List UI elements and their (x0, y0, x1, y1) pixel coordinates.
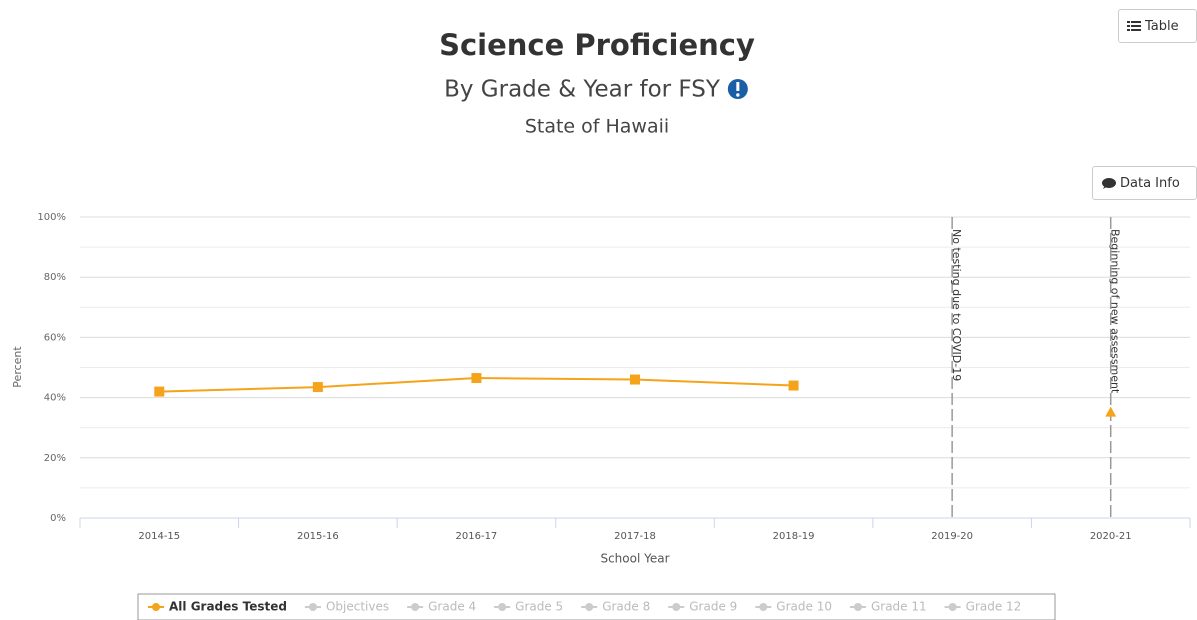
legend-symbol (152, 603, 160, 611)
legend-label: Grade 4 (428, 600, 476, 614)
legend-symbol (759, 603, 768, 611)
legend-label: Grade 12 (966, 600, 1022, 614)
x-tick-label: 2018-19 (773, 531, 815, 542)
legend-item[interactable]: Objectives (304, 600, 389, 614)
y-tick-label: 20% (44, 453, 66, 464)
legend-label: Grade 8 (602, 600, 650, 614)
y-tick-label: 40% (44, 393, 66, 404)
legend-symbol (853, 603, 862, 611)
legend-item[interactable]: Grade 5 (494, 600, 563, 614)
legend-label: Grade 9 (689, 600, 737, 614)
table-icon (1127, 21, 1141, 31)
x-tick-label: 2020-21 (1090, 531, 1132, 542)
point-marker (1105, 406, 1117, 417)
point-marker (471, 373, 482, 384)
x-tick-label: 2016-17 (456, 531, 498, 542)
legend-item[interactable]: Grade 10 (755, 600, 832, 614)
plot-line-label: Beginning of new assessment (1109, 229, 1122, 394)
chart-title: Science Proficiency (439, 28, 755, 62)
legend-symbol (948, 603, 957, 611)
plot-line-label: No testing due to COVID-19 (950, 229, 963, 381)
legend-item[interactable]: Grade 9 (668, 600, 737, 614)
button-label: Table (1145, 18, 1179, 34)
legend-label: All Grades Tested (169, 600, 287, 614)
point-marker (312, 382, 323, 393)
legend-item[interactable]: Grade 4 (407, 600, 476, 614)
x-tick-label: 2019-20 (931, 531, 973, 542)
legend-item[interactable]: Grade 12 (944, 600, 1022, 614)
point-marker (788, 380, 799, 391)
point-marker (154, 386, 165, 397)
point-marker (630, 374, 640, 385)
legend-item[interactable]: Grade 8 (581, 600, 650, 614)
table-button[interactable]: Table (1118, 9, 1197, 43)
info-icon[interactable] (727, 79, 748, 99)
chart-caption: State of Hawaii (525, 116, 669, 138)
legend-symbol (411, 603, 420, 611)
chart-subtitle: By Grade & Year for FSY (444, 77, 721, 103)
y-tick-label: 100% (37, 212, 66, 223)
data-info-button[interactable]: Data Info (1092, 166, 1197, 200)
legend-label: Grade 10 (776, 600, 832, 614)
legend-label: Grade 11 (871, 600, 927, 614)
y-tick-label: 80% (44, 272, 66, 283)
x-tick-label: 2017-18 (614, 531, 656, 542)
x-tick-label: 2015-16 (297, 531, 339, 542)
button-label: Data Info (1120, 175, 1180, 191)
legend-symbol (672, 603, 681, 611)
y-tick-label: 60% (44, 332, 66, 343)
y-tick-label: 0% (50, 513, 66, 524)
y-axis-title: Percent (11, 346, 24, 388)
x-axis-title: School Year (600, 552, 669, 566)
x-tick-label: 2014-15 (138, 531, 180, 542)
legend-label: Grade 5 (515, 600, 563, 614)
legend-item[interactable]: All Grades Tested (148, 600, 287, 614)
comment-icon (1102, 177, 1116, 189)
legend-symbol (308, 603, 317, 611)
legend-item[interactable]: Grade 11 (849, 600, 927, 614)
legend-label: Objectives (326, 600, 389, 614)
legend-symbol (498, 603, 507, 611)
legend-symbol (585, 603, 594, 611)
